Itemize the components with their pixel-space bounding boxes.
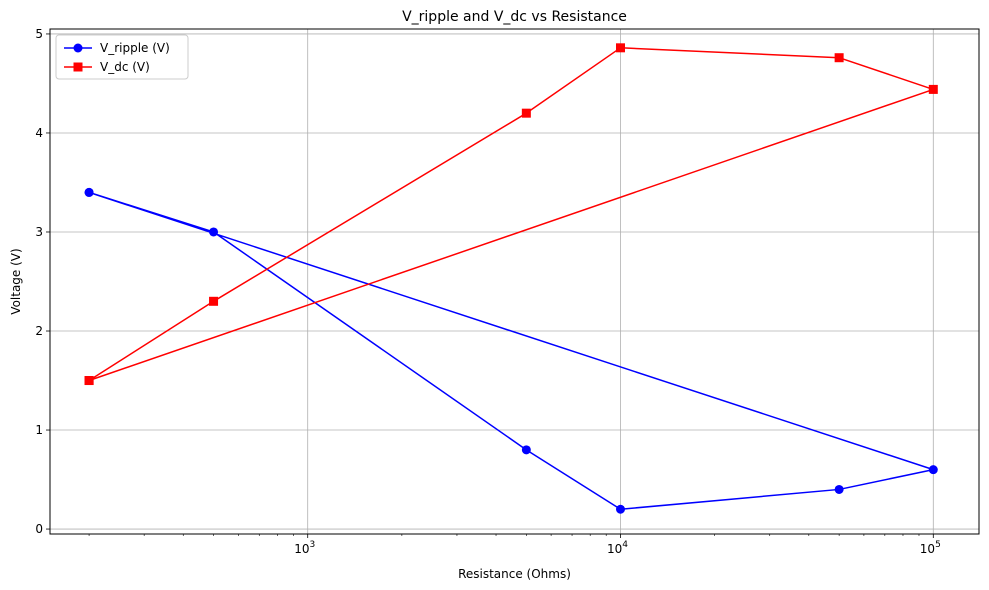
legend: V_ripple (V) V_dc (V) [55, 34, 189, 80]
x-axis-label: Resistance (Ohms) [458, 567, 571, 581]
y-tick-label: 0 [35, 522, 43, 536]
chart-title: V_ripple and V_dc vs Resistance [402, 9, 627, 25]
data-point [616, 43, 626, 53]
y-tick-label: 4 [35, 126, 43, 140]
data-point [521, 108, 531, 118]
plot-frame [49, 28, 980, 535]
series-markers [84, 43, 938, 514]
grid [50, 29, 979, 534]
legend-marker [73, 43, 83, 53]
data-point [616, 504, 626, 514]
x-tick-label: 103 [294, 540, 315, 556]
y-axis-label: Voltage (V) [9, 248, 23, 314]
axis-ticks: 0 1 2 3 4 5 103 104 105 [35, 27, 940, 556]
x-tick-label: 104 [607, 540, 628, 556]
data-point [521, 445, 531, 455]
data-point [834, 53, 844, 63]
data-point [928, 84, 938, 94]
y-tick-label: 5 [35, 27, 43, 41]
x-tick-label: 105 [920, 540, 941, 556]
data-point [84, 376, 94, 386]
data-point [928, 465, 938, 475]
y-tick-label: 2 [35, 324, 43, 338]
legend-label: V_dc (V) [100, 60, 150, 74]
y-tick-label: 1 [35, 423, 43, 437]
legend-box [55, 34, 189, 80]
data-point [84, 187, 94, 197]
series-line-1 [88, 191, 935, 510]
data-point [209, 296, 219, 306]
data-point [209, 227, 219, 237]
data-point [834, 484, 844, 494]
y-tick-label: 3 [35, 225, 43, 239]
legend-marker [73, 62, 83, 72]
legend-label: V_ripple (V) [100, 41, 170, 55]
series-lines [88, 47, 935, 510]
